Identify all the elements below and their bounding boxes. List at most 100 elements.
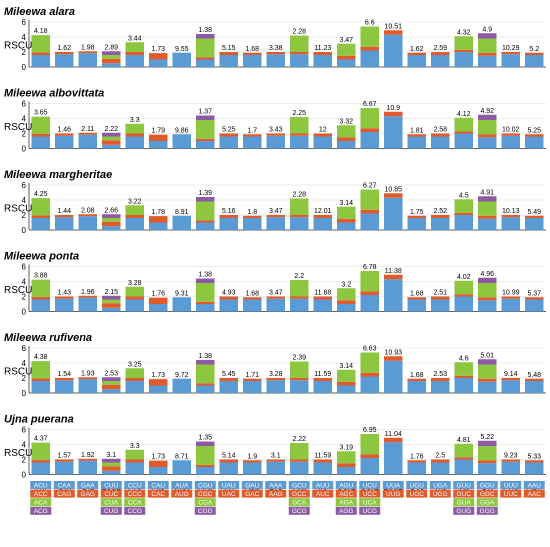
bar-segment xyxy=(31,462,50,475)
codon-label: UCA xyxy=(363,500,377,507)
data-label: 2.89 xyxy=(104,44,118,51)
data-label: 3.28 xyxy=(269,371,283,378)
bar-segment xyxy=(501,459,520,462)
data-label: 6.67 xyxy=(363,101,377,108)
bar-segment xyxy=(266,459,285,462)
data-label: 5.49 xyxy=(527,209,541,216)
bar-segment xyxy=(454,280,473,295)
codon-legend-column: AUA AUG xyxy=(171,481,193,498)
codon-label: UUG xyxy=(386,491,400,498)
bar-segment xyxy=(337,59,356,67)
data-label: 1.68 xyxy=(410,290,424,297)
data-label: 3.43 xyxy=(269,127,283,134)
codon-swatch xyxy=(429,489,451,498)
bar-segment xyxy=(31,296,50,300)
bar-segment xyxy=(360,352,379,373)
data-label: 2.08 xyxy=(81,207,95,214)
bar-segment xyxy=(478,38,497,53)
bar-segment xyxy=(149,216,168,223)
bar-segment xyxy=(384,34,403,67)
bar-segment xyxy=(149,59,168,67)
bar-segment xyxy=(196,57,215,60)
codon-swatch xyxy=(382,481,404,489)
bar-segment xyxy=(337,137,356,141)
bar-segment xyxy=(290,280,309,297)
data-label: 1.96 xyxy=(81,289,95,296)
bar-segment xyxy=(407,218,426,230)
bar-segment xyxy=(102,226,121,230)
bar-segment xyxy=(360,291,379,295)
data-label: 4.5 xyxy=(459,192,469,199)
bar-segment xyxy=(431,296,450,300)
bar-segment xyxy=(102,381,121,385)
bar-segment xyxy=(360,454,379,458)
bar-segment xyxy=(290,443,309,460)
data-label: 12 xyxy=(319,127,327,134)
bar-segment xyxy=(149,385,168,393)
y-tick-label: 2 xyxy=(22,374,27,383)
codon-swatch xyxy=(406,481,428,489)
bar-segment xyxy=(196,278,215,283)
bar-segment xyxy=(55,133,74,136)
bar-segment xyxy=(407,55,426,67)
bar-segment xyxy=(31,55,50,67)
bar-segment xyxy=(125,205,144,215)
codon-swatch xyxy=(100,481,122,489)
data-label: 1.43 xyxy=(57,290,71,297)
bar-segment xyxy=(219,136,238,149)
codon-label: GGA xyxy=(480,500,495,507)
bar-segment xyxy=(407,381,426,393)
bar-segment xyxy=(78,379,97,393)
bar-segment xyxy=(102,144,121,149)
bar-segment xyxy=(337,55,356,60)
codon-swatch xyxy=(453,506,475,515)
bar-segment xyxy=(31,136,50,149)
bar-segment xyxy=(290,117,309,134)
data-label: 5.15 xyxy=(222,45,236,52)
codon-label: AAC xyxy=(528,491,542,498)
bar-segment xyxy=(196,220,215,223)
data-label: 1.75 xyxy=(410,209,424,216)
bar-segment xyxy=(196,138,215,141)
codon-swatch xyxy=(124,498,146,507)
bar-segment xyxy=(31,116,50,134)
data-label: 5.14 xyxy=(222,453,236,460)
bar-segment xyxy=(78,214,97,217)
bar-segment xyxy=(360,209,379,214)
bar-segment xyxy=(219,215,238,218)
data-label: 3.44 xyxy=(128,35,142,42)
codon-swatch xyxy=(53,489,75,498)
bar-segment xyxy=(384,279,403,312)
bar-segment xyxy=(313,296,332,300)
codon-label: AGA xyxy=(339,500,353,507)
codon-label: AUA xyxy=(175,482,189,489)
bar-segment xyxy=(313,462,332,475)
bar-segment xyxy=(384,356,403,361)
codon-label: GAA xyxy=(81,482,95,489)
bar-segment xyxy=(196,467,215,475)
data-label: 2.53 xyxy=(433,371,447,378)
data-label: 4.9 xyxy=(482,26,492,33)
data-label: 5.45 xyxy=(222,371,236,378)
bar-segment xyxy=(55,54,74,67)
bar-segment xyxy=(243,215,262,218)
bar-segment xyxy=(125,123,144,134)
bar-segment xyxy=(266,215,285,218)
bar-segment xyxy=(337,369,356,382)
codon-swatch xyxy=(124,481,146,489)
bar-segment xyxy=(501,133,520,136)
bar-segment xyxy=(125,55,144,67)
codon-swatch xyxy=(500,489,522,498)
data-label: 2.52 xyxy=(433,208,447,215)
data-label: 4.91 xyxy=(480,189,494,196)
bar-segment xyxy=(172,378,191,393)
data-label: 10.9 xyxy=(386,105,400,112)
data-label: 2.5 xyxy=(435,453,445,460)
bar-segment xyxy=(407,136,426,149)
bar-segment xyxy=(196,197,215,202)
codon-swatch xyxy=(523,481,545,489)
y-axis-label: RSCU xyxy=(4,367,32,378)
